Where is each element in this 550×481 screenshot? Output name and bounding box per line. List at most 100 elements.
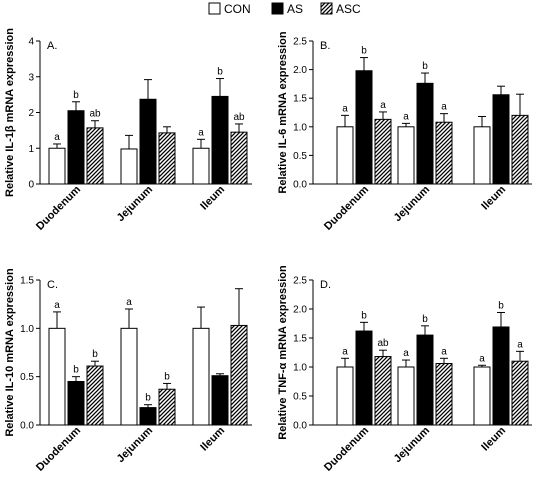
y-axis-title: Relative IL-10 mRNA expression [4,268,16,437]
y-tick-label: 0 [28,180,34,191]
x-tick-label: Duodenum [34,183,83,232]
bar-con [397,366,415,426]
x-tick-label: Ileum [198,183,227,212]
y-tick-label: 3 [28,72,34,83]
x-tick-label: Jejunum [392,183,433,224]
significance-letter: a [54,300,60,311]
x-tick-label: Duodenum [322,424,371,473]
significance-letter: a [342,346,348,357]
panel-label: A. [47,40,57,52]
panel-label: C. [47,279,58,291]
x-tick-label: Ileum [198,424,227,453]
bar-asc [511,114,529,185]
significance-letter: a [198,127,204,138]
bar-asc [86,127,104,185]
y-tick-label: 2 [28,108,34,119]
bar-con [192,147,210,185]
significance-letter: b [498,300,504,311]
bar-as [139,98,157,185]
y-tick-label: 0.0 [293,180,307,191]
bar-con [120,148,138,185]
legend-swatch-asc [320,2,333,15]
bar-con [192,327,210,426]
panel-label: D. [320,279,331,291]
bar-as [492,326,510,426]
chart-panel-3: 0.0 0.5 1.0 1.5 C. Relative IL-10 mRNA expres… [4,268,252,474]
bar-con [48,327,66,426]
y-tick-label: 1.0 [20,324,34,335]
significance-letter: b [73,90,79,101]
y-tick-label: 1.0 [293,122,307,133]
significance-letter: ab [89,109,101,120]
x-tick-label: Ileum [479,424,508,453]
bar-as [211,375,229,426]
x-tick-label: Duodenum [34,424,83,473]
y-tick-label: 1 [28,144,34,155]
bar-asc [86,365,104,426]
bar-asc [158,388,176,426]
significance-letter: b [164,371,170,382]
legend-label-asc: ASC [336,2,361,16]
significance-letter: b [361,310,367,321]
significance-letter: b [73,365,79,376]
y-tick-label: 0.5 [293,151,307,162]
y-axis-title: Relative TNF-α mRNA expression [277,265,289,440]
bar-con [397,126,415,185]
y-tick-label: 1.0 [293,363,307,374]
significance-letter: b [145,393,151,404]
y-tick-label: 2.5 [293,276,307,287]
significance-letter: a [380,100,386,111]
bar-as [355,330,373,426]
legend-swatch-as [271,2,284,15]
bar-as [67,110,85,185]
bar-asc [374,356,392,426]
significance-letter: a [517,339,523,350]
bar-con [473,366,491,426]
legend: CON AS ASC [208,2,361,16]
significance-letter: b [422,314,428,325]
y-tick-label: 0.5 [20,372,34,383]
bar-asc [511,360,529,426]
legend-label-as: AS [287,2,303,16]
y-tick-label: 1.5 [293,334,307,345]
chart-panel-2: 0.0 0.5 1.0 1.5 2.0 2.5 B. Relative IL-6 mRNA e… [277,31,532,233]
bar-con [336,126,354,185]
bar-asc [230,131,248,185]
legend-item-con: CON [208,2,251,16]
significance-letter: b [361,46,367,57]
significance-letter: a [126,297,132,308]
bar-asc [374,118,392,185]
bar-con [336,366,354,426]
significance-letter: b [92,349,98,360]
y-tick-label: 1.5 [20,276,34,287]
significance-letter: a [479,353,485,364]
significance-letter: a [342,103,348,114]
legend-label-con: CON [224,2,251,16]
significance-letter: a [403,348,409,359]
significance-letter: ab [233,112,245,123]
bar-asc [435,363,453,426]
y-tick-label: 4 [28,37,34,48]
y-tick-label: 1.5 [293,94,307,105]
bar-con [473,126,491,185]
bar-as [492,94,510,185]
x-tick-label: Jejunum [115,424,156,465]
legend-item-as: AS [271,2,303,16]
significance-letter: b [422,61,428,72]
bar-asc [435,121,453,185]
y-tick-label: 2.0 [293,305,307,316]
x-tick-label: Jejunum [115,183,156,224]
bar-asc [230,324,248,426]
significance-letter: ab [377,338,389,349]
significance-letter: a [54,132,60,143]
y-tick-label: 0.0 [20,421,34,432]
y-axis-title: Relative IL-6 mRNA expression [277,31,289,193]
panel-label: B. [320,40,330,52]
significance-letter: a [403,111,409,122]
bar-as [211,95,229,185]
y-tick-label: 0.0 [293,421,307,432]
y-axis-title: Relative IL-1β mRNA expression [4,28,16,197]
